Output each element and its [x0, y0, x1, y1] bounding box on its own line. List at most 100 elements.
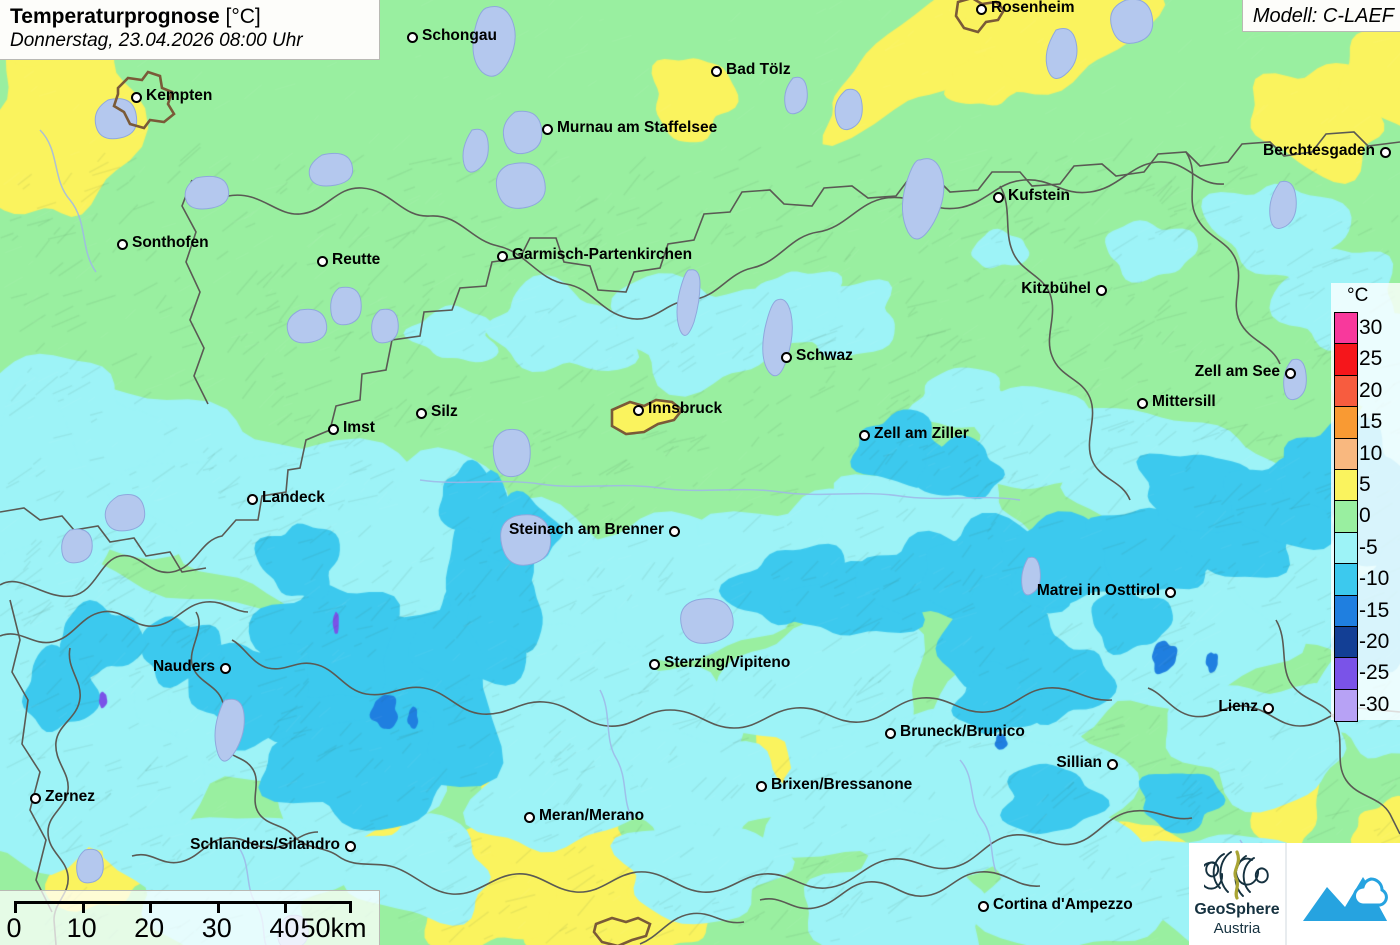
scalebar-tick-3 — [216, 901, 220, 913]
scalebar-graphic — [14, 901, 352, 913]
lake-14 — [1283, 358, 1307, 401]
city-dot-icon — [648, 658, 660, 670]
border-it-south2 — [639, 912, 745, 945]
temperature-legend: °C 30 25 20 15 10 5 0 -5 -10 -15 -20 -25 -30 — [1331, 283, 1400, 723]
lake-20 — [371, 308, 399, 344]
scalebar-tick-5 — [349, 901, 352, 913]
city-dot-icon — [541, 123, 553, 135]
city-label: Silz — [431, 403, 458, 420]
scalebar-tick-0 — [14, 901, 17, 913]
legend-band--15 — [1335, 595, 1357, 627]
mountain-cloud-icon — [1303, 877, 1388, 921]
border-ch-south — [131, 831, 319, 864]
lake-12 — [1110, 0, 1154, 44]
city-label: Kitzbühel — [1021, 280, 1091, 297]
page-title: Temperaturprognose [°C] — [10, 4, 371, 29]
city-label: Matrei in Osttirol — [1036, 582, 1160, 599]
title-main-text: Temperaturprognose — [10, 5, 220, 28]
scalebar-label-50km: 50km — [300, 913, 367, 943]
legend-band-15 — [1335, 407, 1357, 439]
city-dot-icon — [316, 255, 328, 267]
border-sbg-tirol — [999, 185, 1131, 501]
city-label: Lienz — [1218, 698, 1258, 715]
city-dot-icon — [1284, 367, 1296, 379]
legend-tick-20: 20 — [1359, 378, 1383, 402]
lake-2 — [502, 110, 543, 155]
border-de-at — [0, 131, 1400, 598]
city-dot-icon — [219, 662, 231, 674]
river-5 — [959, 759, 997, 873]
lake-1 — [462, 128, 489, 173]
lake-19 — [286, 308, 328, 344]
model-label: Modell: C-LAEF — [1252, 5, 1394, 27]
legend-tick--20: -20 — [1359, 629, 1390, 653]
lake-9 — [784, 76, 808, 115]
title-unit-text: [°C] — [225, 5, 261, 28]
city-label: Mittersill — [1152, 393, 1216, 410]
scalebar-label-10: 10 — [66, 913, 97, 943]
legend-tick-30: 30 — [1359, 316, 1383, 339]
scalebar-label-40: 40 — [269, 913, 300, 943]
legend-band-10 — [1335, 438, 1357, 470]
lake-22 — [61, 528, 93, 564]
forecast-datetime: Donnerstag, 23.04.2026 08:00 Uhr — [10, 30, 303, 51]
lake-8 — [834, 88, 863, 131]
contour-swirl-icon — [1204, 850, 1269, 900]
lake-15 — [94, 98, 138, 140]
title-panel: Temperaturprognose [°C] Donnerstag, 23.0… — [0, 0, 380, 60]
lake-18 — [330, 286, 362, 326]
border-ch-west — [47, 647, 81, 945]
lake-7 — [762, 298, 793, 377]
legend-band-20 — [1335, 375, 1357, 408]
city-dot-icon — [1164, 586, 1176, 598]
city-dot-icon — [130, 91, 142, 103]
lake-13 — [1269, 180, 1297, 229]
legend-band--30 — [1335, 689, 1357, 722]
lake-17 — [308, 152, 354, 187]
lakes-layer — [61, 0, 1307, 945]
city-dot-icon — [710, 65, 722, 77]
city-dot-icon — [327, 423, 339, 435]
lake-0 — [472, 6, 516, 77]
city-dot-icon — [29, 792, 41, 804]
model-panel: Modell: C-LAEF — [1241, 0, 1400, 32]
country-borders — [0, 131, 1400, 945]
legend-tick-25: 25 — [1359, 347, 1383, 371]
weather-service-logo — [1285, 843, 1400, 945]
city-label: Schwaz — [796, 347, 853, 364]
city-dot-icon — [1379, 146, 1391, 158]
city-dot-icon — [858, 429, 870, 441]
city-label: Kempten — [146, 87, 213, 104]
city-label: Zell am See — [1194, 363, 1280, 380]
legend-band-25 — [1335, 344, 1357, 376]
geosphere-country: Austria — [1213, 920, 1261, 937]
geosphere-logo: GeoSphere Austria — [1189, 843, 1285, 945]
lake-24 — [676, 269, 701, 336]
city-label: Zernez — [45, 788, 95, 805]
city-label: Steinach am Brenner — [508, 521, 664, 538]
city-label: Garmisch-Partenkirchen — [512, 246, 693, 263]
lake-16 — [184, 175, 230, 210]
city-label: Cortina d'Ampezzo — [993, 896, 1133, 913]
city-label: Sillian — [1056, 754, 1102, 771]
city-label: Kufstein — [1008, 187, 1070, 204]
legend-tick-5: 5 — [1359, 472, 1371, 496]
city-dot-icon — [344, 840, 356, 852]
city-dot-icon — [116, 238, 128, 250]
border-osttirol-karnten — [1147, 687, 1400, 727]
legend-unit-label: °C — [1347, 285, 1369, 306]
scalebar-tick-2 — [149, 901, 153, 913]
lake-11 — [1045, 28, 1078, 79]
lake-21 — [104, 494, 146, 532]
city-dot-icon — [975, 3, 987, 15]
border-allgau-south — [0, 507, 207, 573]
legend-band-5 — [1335, 469, 1357, 502]
border-sbg-bayern — [1185, 151, 1281, 365]
city-label: Meran/Merano — [539, 807, 645, 824]
scalebar-label-0: 0 — [6, 913, 22, 943]
legend-tick--30: -30 — [1359, 692, 1390, 716]
city-label: Bruneck/Brunico — [900, 723, 1025, 740]
